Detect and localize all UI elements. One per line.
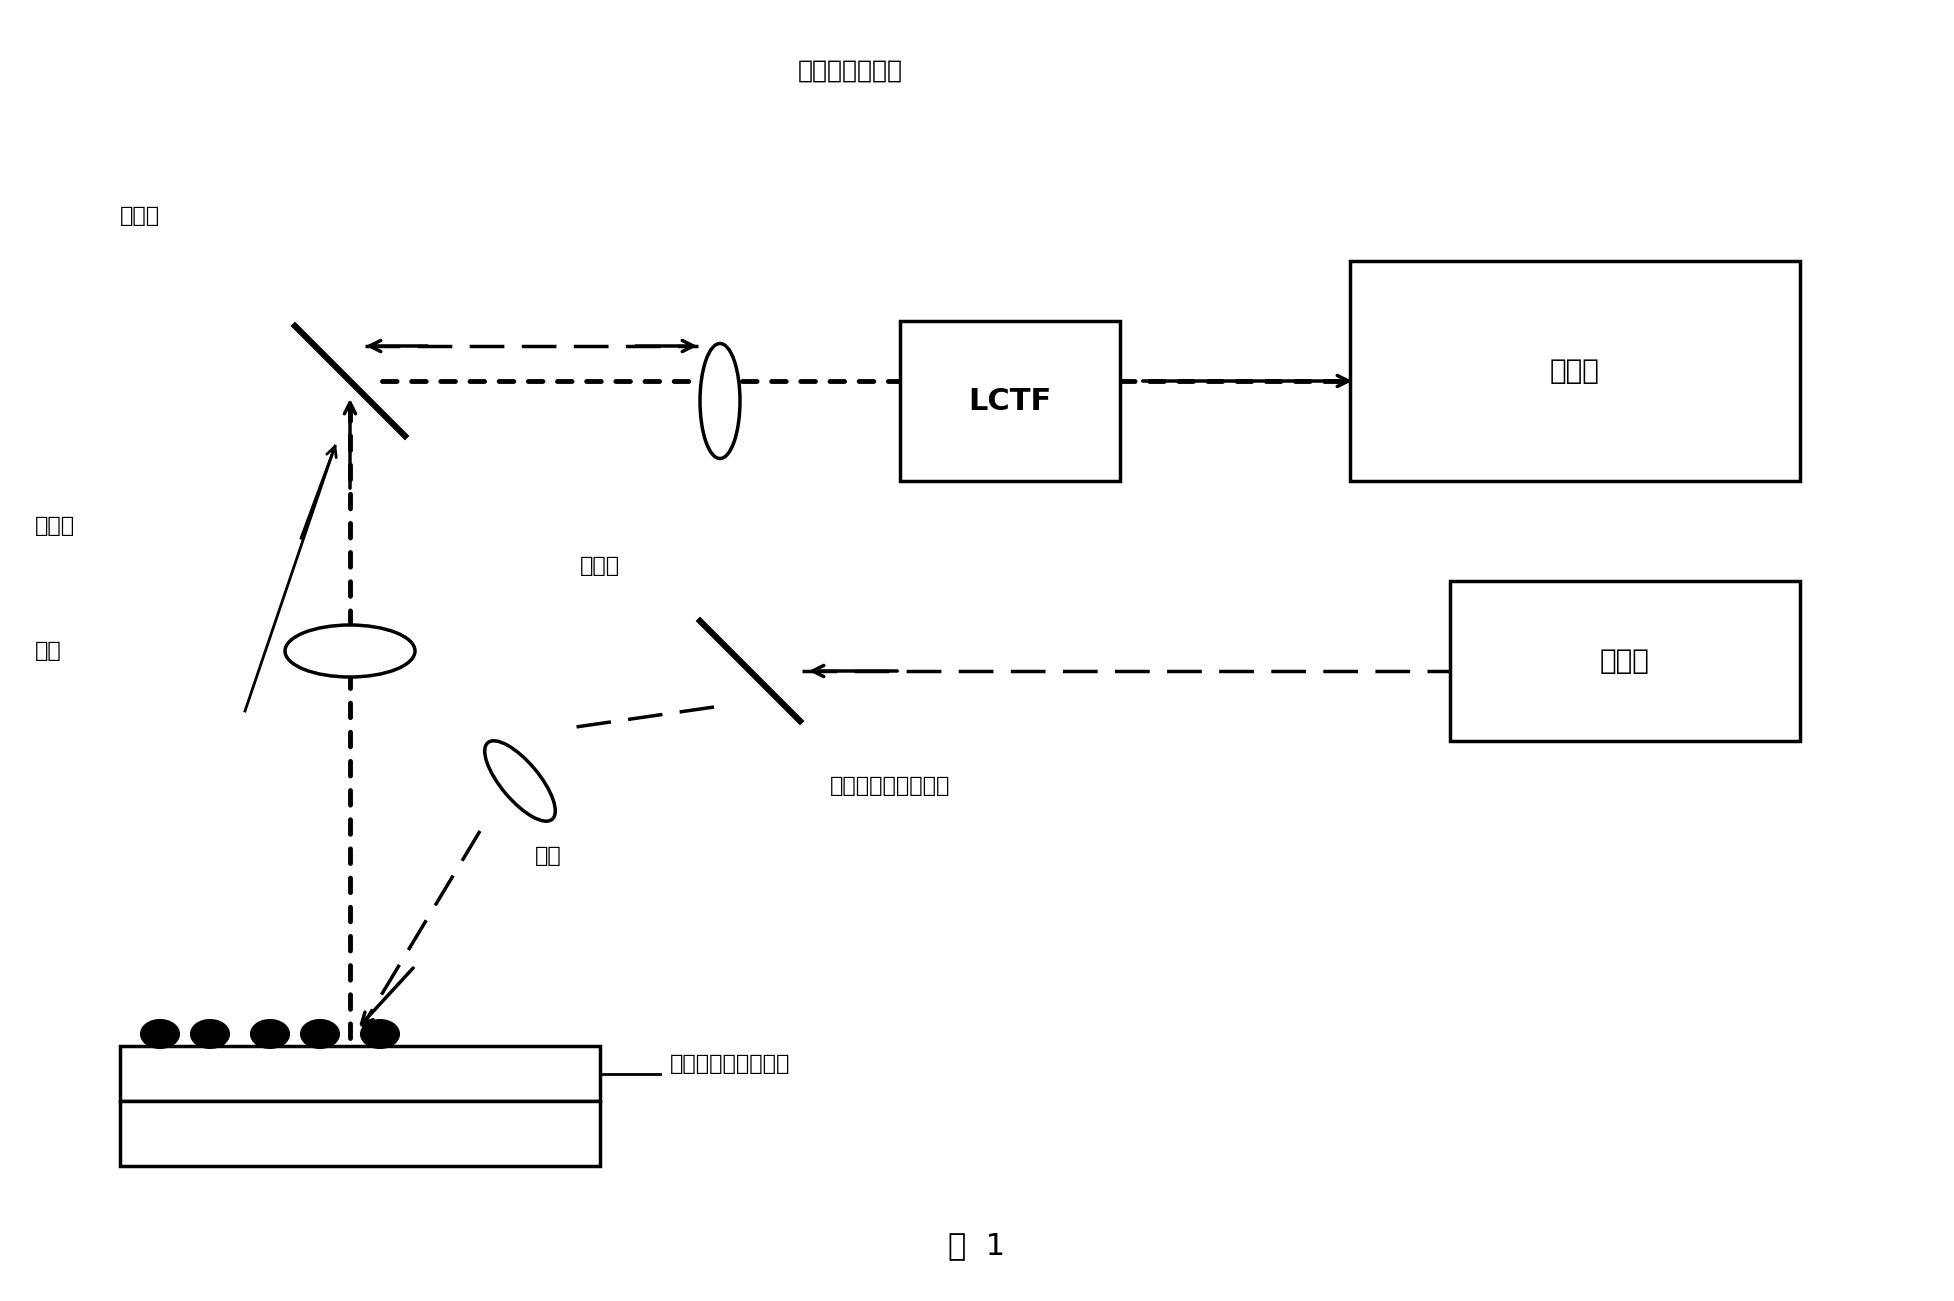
- Ellipse shape: [361, 1020, 399, 1049]
- Bar: [1350, 262, 1800, 481]
- Text: LCTF: LCTF: [969, 386, 1051, 415]
- Ellipse shape: [700, 343, 741, 458]
- Ellipse shape: [301, 1020, 338, 1049]
- Ellipse shape: [250, 1020, 289, 1049]
- Text: 图  1: 图 1: [948, 1232, 1006, 1261]
- Text: 温度控制的热载物台: 温度控制的热载物台: [670, 1054, 789, 1073]
- Text: 激光器: 激光器: [1600, 647, 1649, 675]
- Bar: [1450, 582, 1800, 742]
- Text: 反射镜: 反射镜: [119, 206, 160, 226]
- Ellipse shape: [485, 740, 555, 821]
- Text: 照相机: 照相机: [1550, 356, 1600, 385]
- Text: 激光拒波滤波器: 激光拒波滤波器: [797, 59, 903, 83]
- Bar: [119, 1101, 600, 1166]
- Ellipse shape: [191, 1020, 229, 1049]
- Text: 非线性吸收的偏振光: 非线性吸收的偏振光: [830, 775, 950, 796]
- Ellipse shape: [285, 624, 414, 677]
- Text: 反射镜: 反射镜: [580, 556, 619, 576]
- Bar: [119, 1046, 600, 1101]
- Text: 透镜: 透镜: [35, 641, 63, 661]
- Ellipse shape: [141, 1020, 180, 1049]
- Bar: [901, 321, 1120, 481]
- Text: 透镜: 透镜: [535, 846, 561, 866]
- Text: 拉曼光: 拉曼光: [35, 516, 74, 536]
